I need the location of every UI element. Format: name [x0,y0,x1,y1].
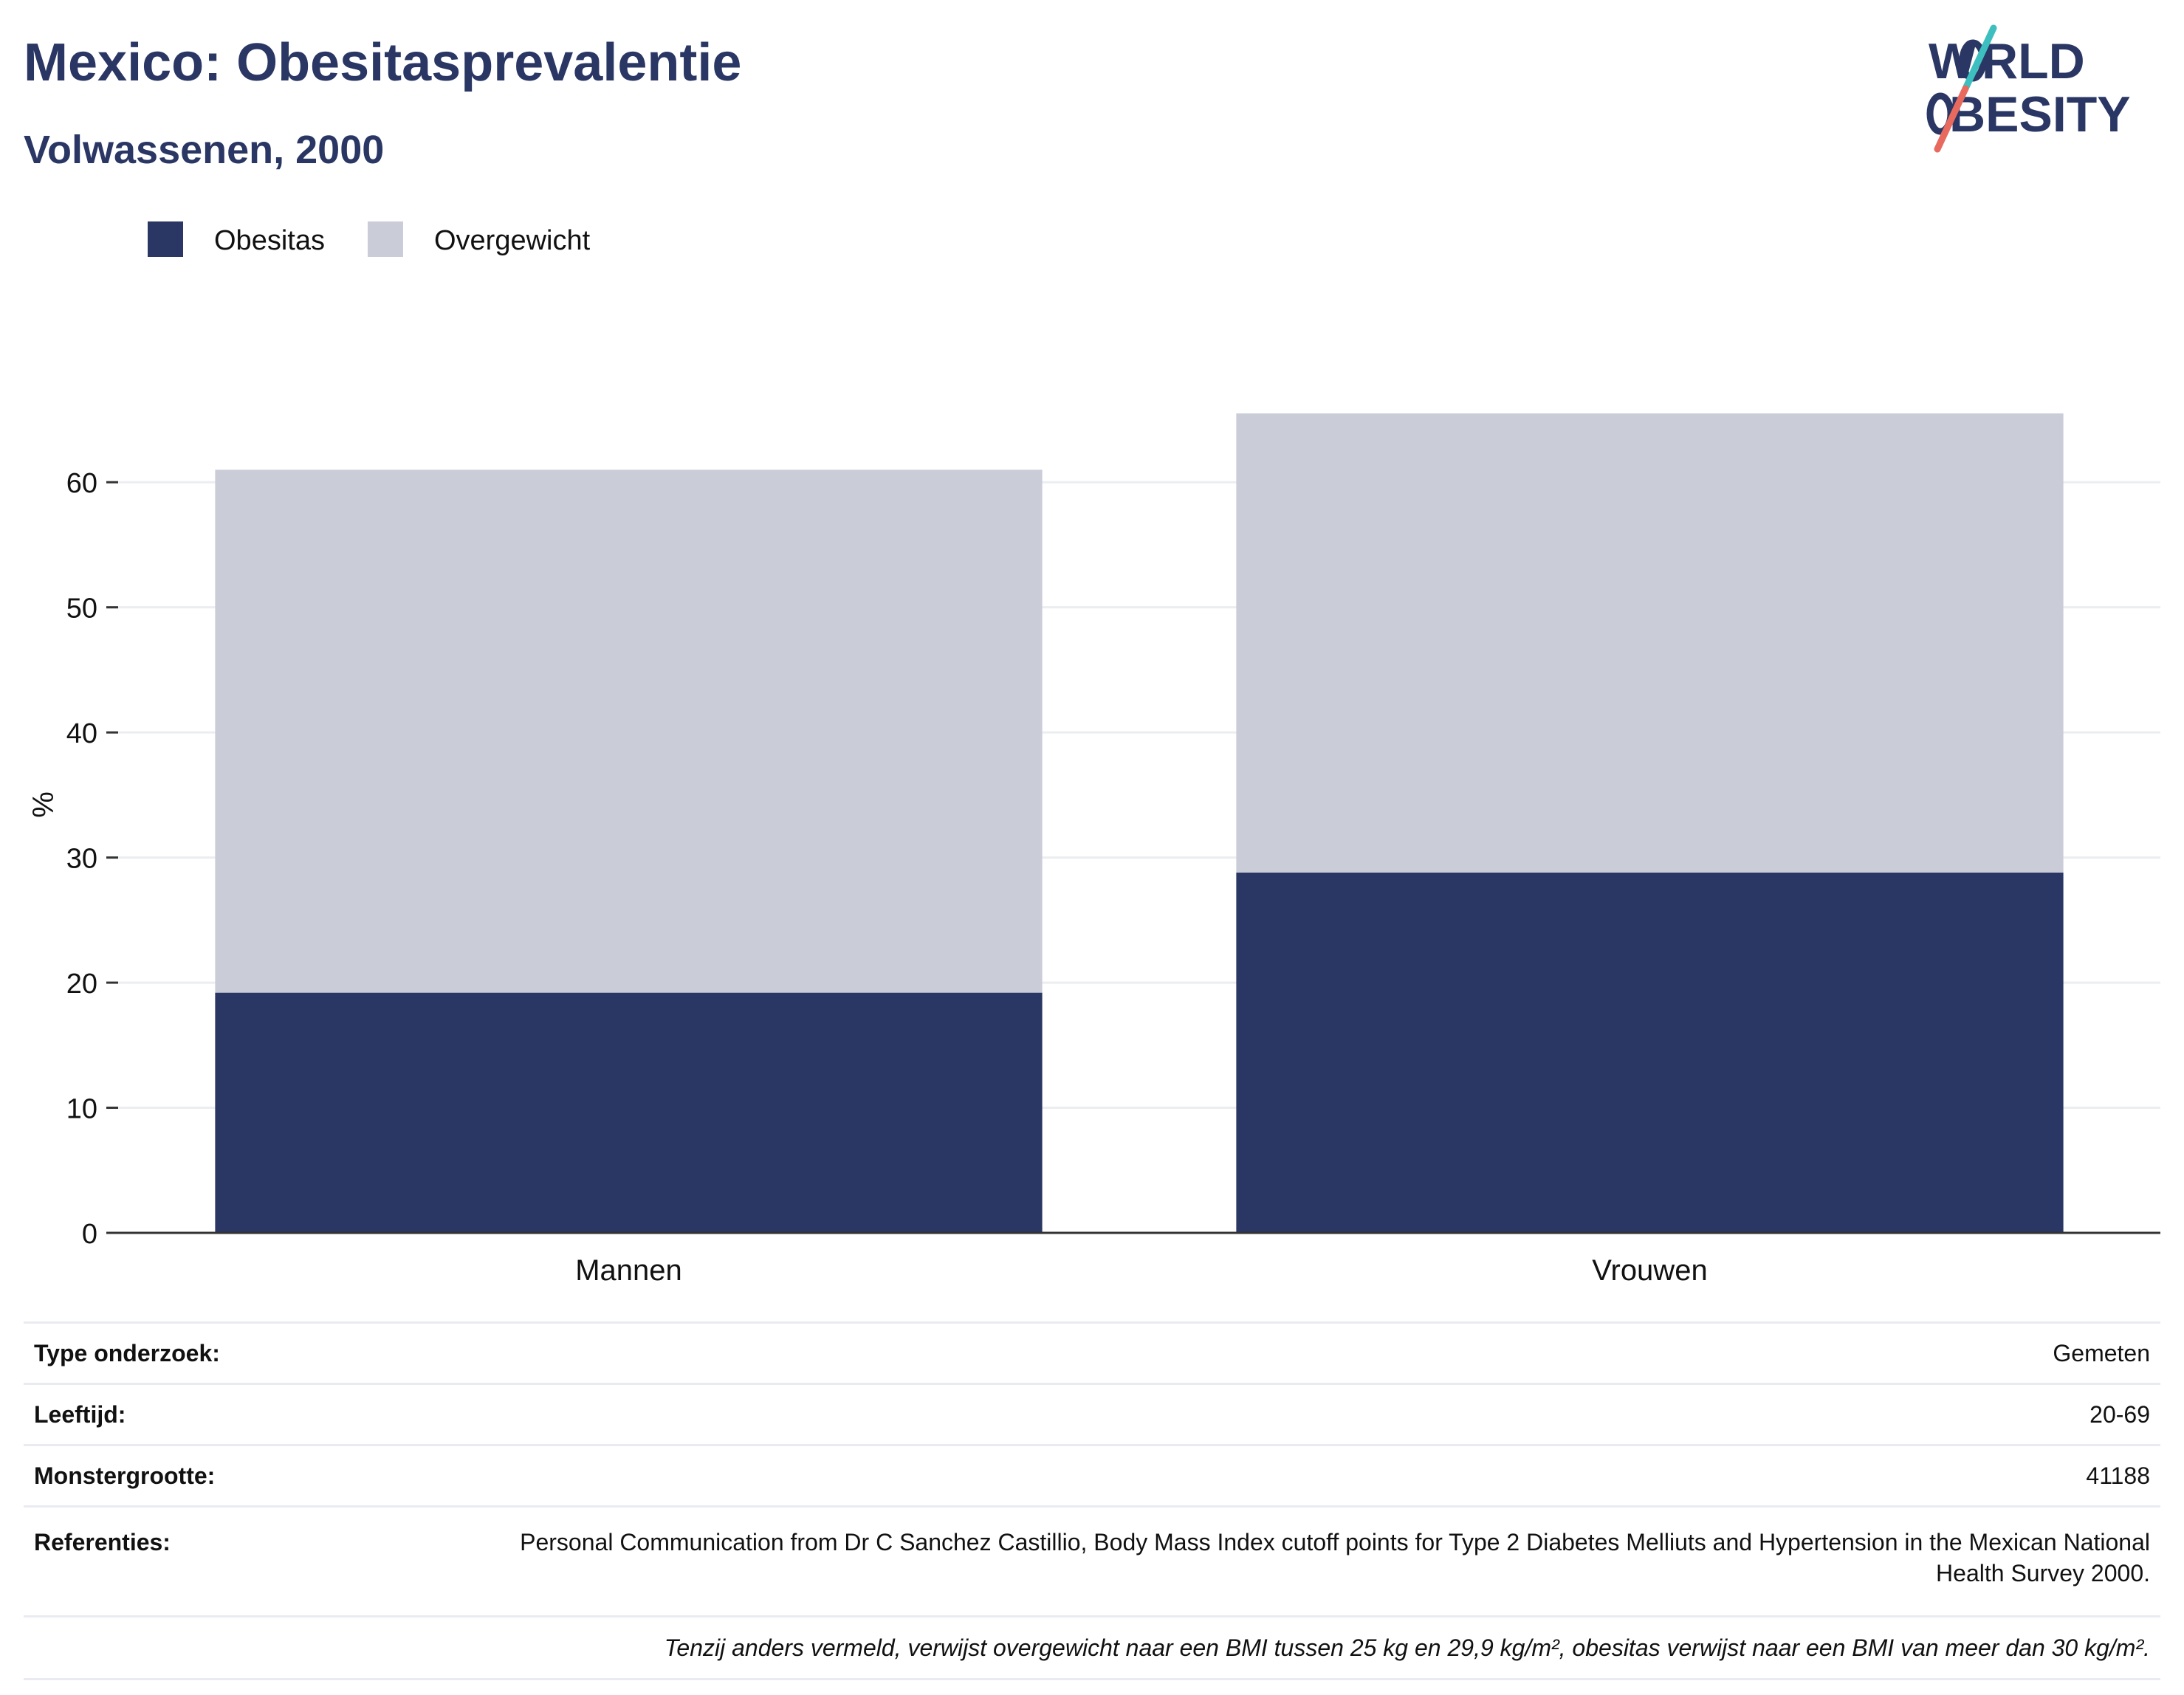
info-row-type: Type onderzoek: Gemeten [24,1321,2160,1384]
y-tick-label: 0 [82,1219,97,1250]
x-axis-ticks: Mannen Vrouwen [575,1254,1707,1287]
world-obesity-logo: W RLD BESITY [1926,24,2131,153]
info-label: Type onderzoek: [24,1321,458,1384]
info-row-sample-size: Monstergrootte: 41188 [24,1444,2160,1507]
info-value: Gemeten [458,1321,2160,1384]
info-row-footnote: Tenzij anders vermeld, verwijst overgewi… [24,1615,2160,1680]
info-row-references: Referenties: Personal Communication from… [24,1505,2160,1617]
legend-swatch [148,221,183,257]
info-value: 41188 [458,1444,2160,1507]
info-label: Leeftijd: [24,1383,458,1445]
legend-swatch [367,221,403,257]
info-row-age: Leeftijd: 20-69 [24,1383,2160,1445]
y-tick-label: 50 [66,594,97,625]
y-tick-label: 60 [66,468,97,499]
y-axis-label: % [27,791,60,818]
svg-text:BESITY: BESITY [1949,86,2131,142]
page-subtitle: Volwassenen, 2000 [24,128,385,172]
y-axis-ticks: 0 10 20 30 40 50 60 [66,468,118,1250]
svg-text:RLD: RLD [1982,33,2085,89]
info-label: Monstergrootte: [24,1444,458,1507]
bar-chart: Obesitas Overgewicht 0 10 20 30 40 50 60 Mannen… [27,221,2160,1287]
study-info-table: Type onderzoek: Gemeten Leeftijd: 20-69 … [24,1321,2160,1680]
bar-overgewicht-mannen [215,470,1043,993]
chart-legend: Obesitas Overgewicht [148,221,591,257]
page-title: Mexico: Obesitasprevalentie [24,33,742,92]
bar-overgewicht-vrouwen [1236,413,2064,873]
info-value: 20-69 [458,1383,2160,1445]
y-tick-label: 10 [66,1094,97,1125]
legend-label: Obesitas [214,225,325,256]
y-tick-label: 30 [66,844,97,875]
y-tick-label: 40 [66,718,97,749]
footnote: Tenzij anders vermeld, verwijst overgewi… [24,1615,2160,1680]
bar-obesitas-vrouwen [1236,872,2064,1233]
x-tick-label: Mannen [575,1254,682,1287]
chart-bars [215,413,2064,1233]
info-value: Personal Communication from Dr C Sanchez… [458,1505,2160,1617]
info-label: Referenties: [24,1505,458,1617]
x-tick-label: Vrouwen [1592,1254,1707,1287]
bar-obesitas-mannen [215,992,1043,1233]
legend-label: Overgewicht [434,225,591,256]
y-tick-label: 20 [66,969,97,1000]
